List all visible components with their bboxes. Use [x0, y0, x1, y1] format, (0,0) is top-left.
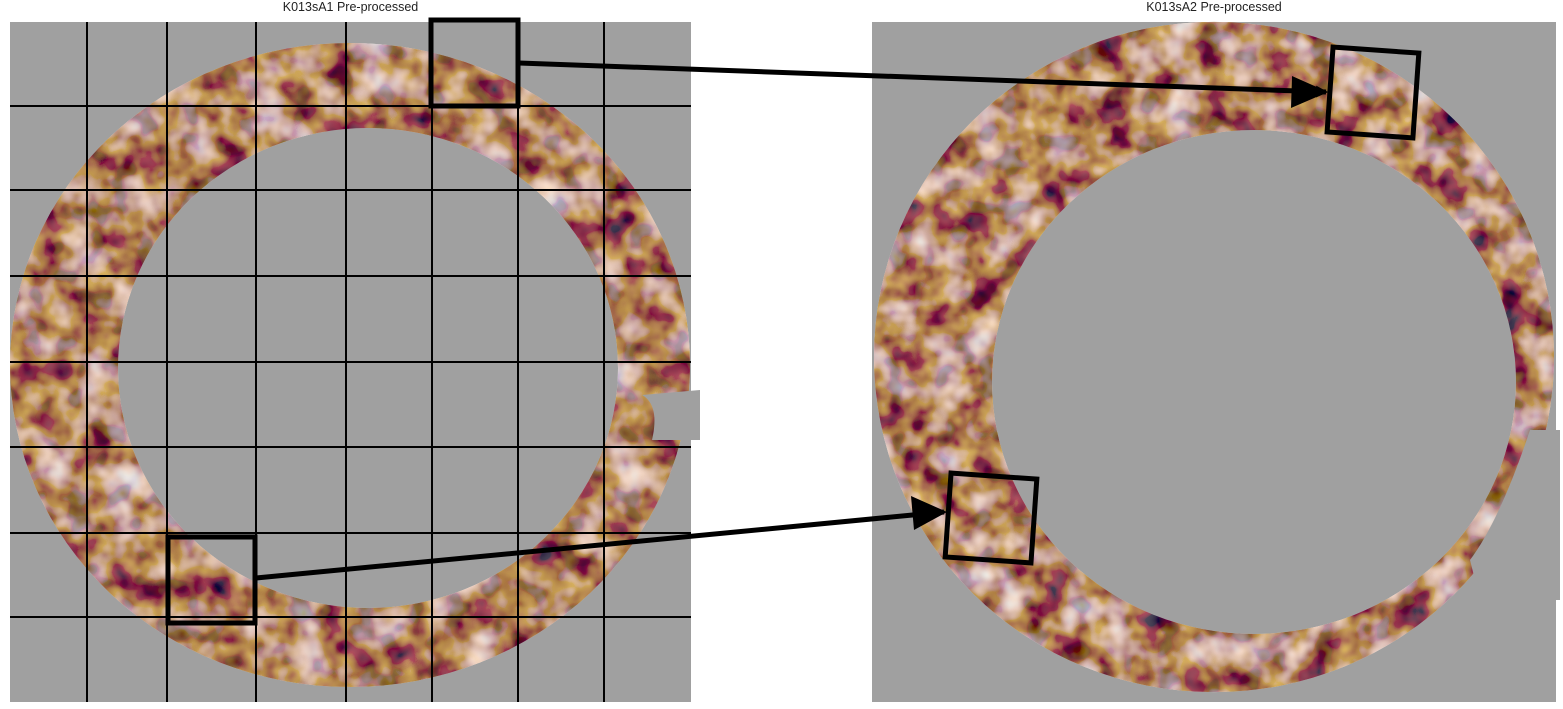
left-ring-notch	[642, 390, 700, 440]
left-grid	[10, 22, 691, 702]
left-highlight-box-top	[428, 17, 521, 109]
right-panel-title: K013sA2 Pre-processed	[1146, 0, 1282, 14]
left-panel	[10, 17, 700, 702]
left-highlight-box-bottom	[165, 534, 258, 626]
arrow-bottom	[255, 509, 945, 581]
correspondence-arrows	[255, 60, 1328, 581]
right-ring-cutaway	[1470, 430, 1560, 600]
right-highlight-box-bottom	[942, 470, 1040, 566]
right-highlight-box-top	[1324, 44, 1422, 141]
right-panel	[872, 22, 1560, 702]
arrowhead-bottom	[911, 496, 947, 530]
left-panel-title: K013sA1 Pre-processed	[282, 0, 419, 14]
arrowhead-top	[1291, 76, 1328, 108]
arrow-top	[518, 60, 1328, 98]
